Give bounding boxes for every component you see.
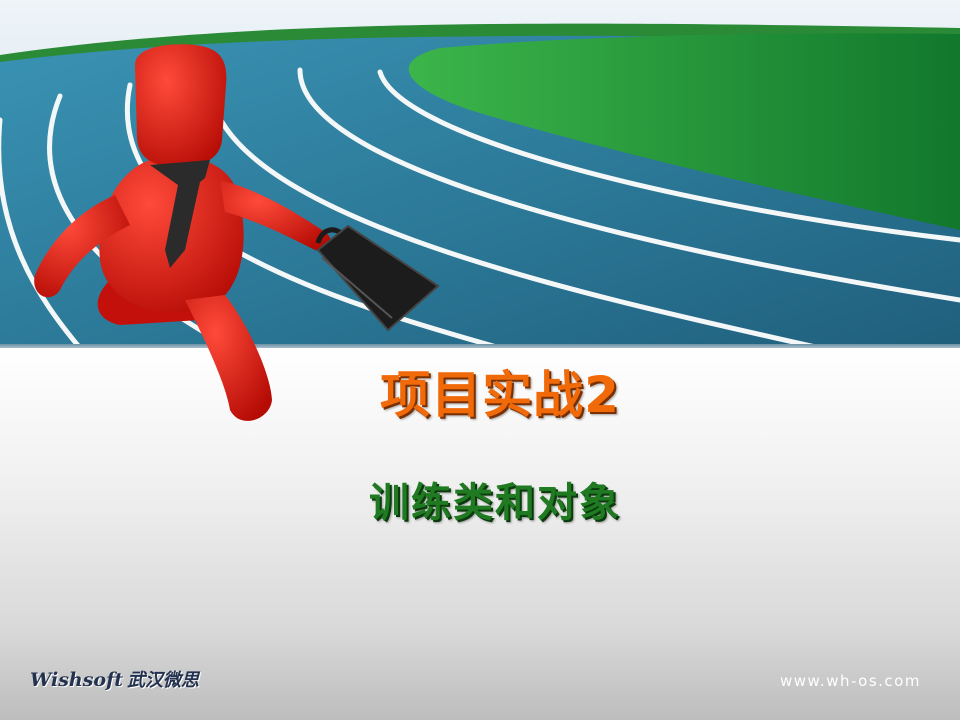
banner-divider [0, 344, 960, 350]
brand-logo: Wishsoft 武汉微思 [30, 666, 199, 692]
slide-subtitle: 训练类和对象 [369, 480, 621, 526]
slide-title: 项目实战2 [380, 366, 620, 424]
running-track-image [0, 0, 960, 350]
brand-name-en: Wishsoft [30, 669, 124, 691]
brand-name-cn: 武汉微思 [127, 670, 200, 691]
slide-background [0, 348, 960, 720]
website-url: www.wh-os.com [780, 672, 921, 690]
